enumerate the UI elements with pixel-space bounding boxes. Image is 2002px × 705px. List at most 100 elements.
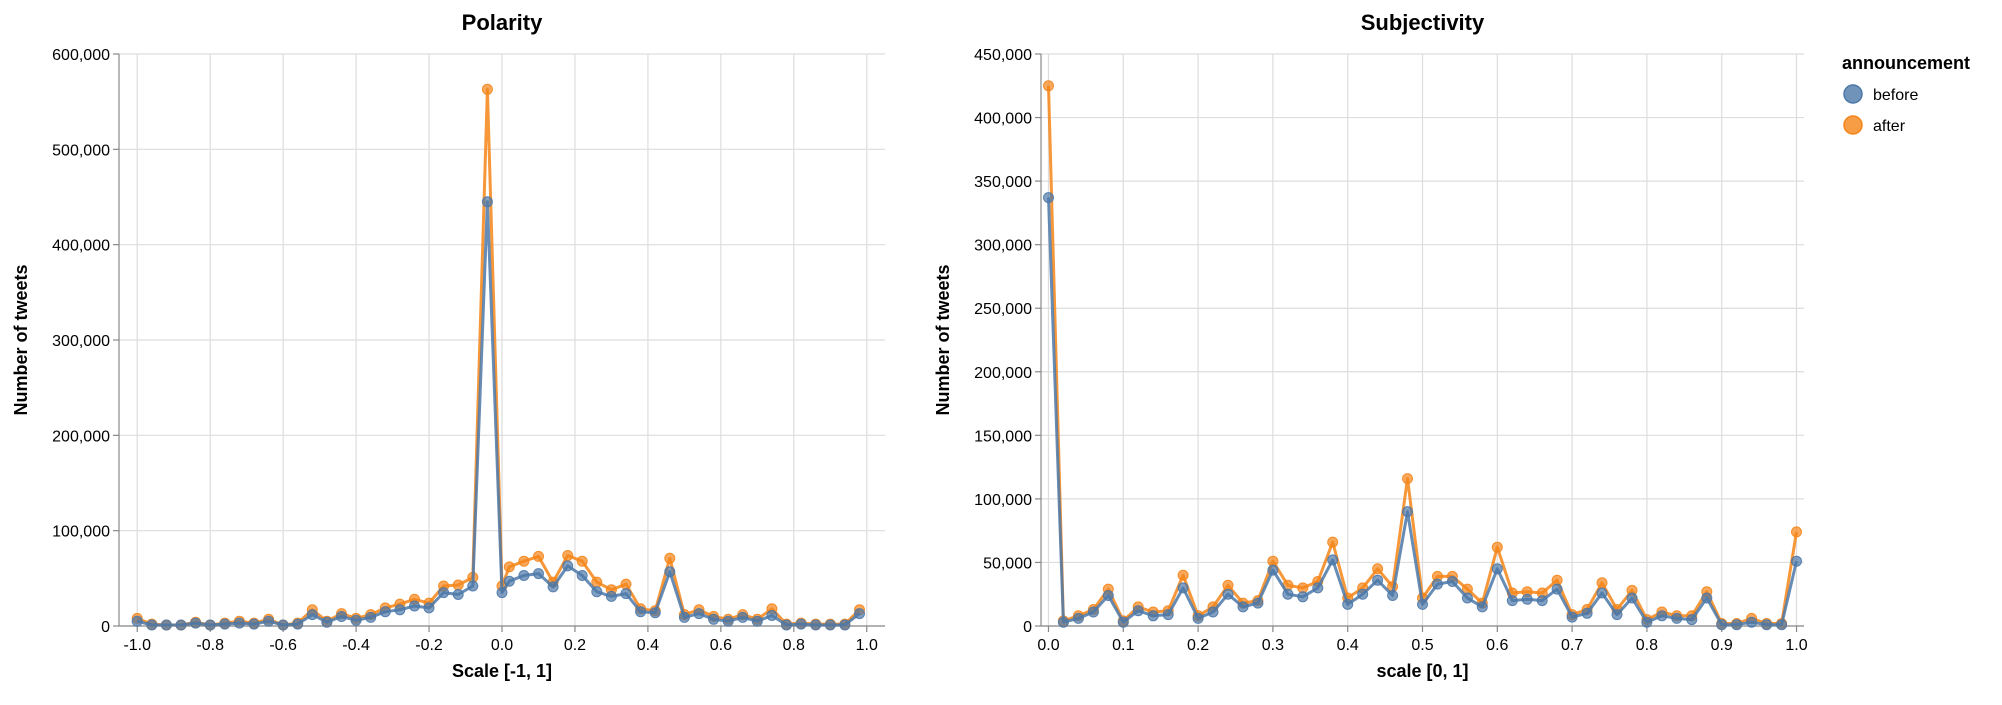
subjectivity-point-before-32 (1521, 593, 1533, 605)
polarity-x-tick-label-7: 0.4 (637, 637, 659, 654)
polarity-point-before-43 (751, 615, 763, 627)
polarity-point-before-20 (423, 602, 435, 614)
subjectivity-point-before-10 (1192, 612, 1204, 624)
subjectivity-point-before-23 (1387, 590, 1399, 601)
subjectivity-y-tick-label-7: 350,000 (974, 174, 1032, 191)
subjectivity-point-before-30 (1491, 563, 1503, 575)
polarity-point-after-37 (664, 552, 676, 564)
subjectivity-point-before-26 (1432, 578, 1443, 590)
subjectivity-point-before-34 (1551, 583, 1563, 595)
polarity-point-before-11 (292, 618, 304, 630)
polarity-x-tick-label-8: 0.6 (710, 637, 732, 654)
subjectivity-x-tick-label-10: 1.0 (1785, 637, 1807, 654)
subjectivity-y-tick-label-6: 300,000 (974, 238, 1032, 255)
polarity-point-before-42 (737, 611, 749, 623)
subjectivity-series-before (1043, 192, 1802, 631)
subjectivity-y-tick-label-0: 0 (1023, 619, 1032, 636)
polarity-point-before-8 (248, 618, 260, 630)
polarity-point-before-19 (409, 600, 420, 612)
subjectivity-point-before-0 (1043, 192, 1054, 204)
subjectivity-point-before-41 (1656, 610, 1668, 622)
subjectivity-point-after-37 (1596, 577, 1608, 589)
legend-swatch-after (1843, 115, 1863, 135)
subjectivity-point-before-24 (1402, 506, 1413, 518)
subjectivity-y-tick-label-4: 200,000 (974, 365, 1032, 382)
subjectivity-point-before-14 (1252, 597, 1264, 609)
polarity-point-before-29 (547, 581, 559, 593)
subjectivity-point-after-19 (1327, 536, 1339, 548)
subjectivity-grid (1041, 53, 1804, 627)
subjectivity-y-tick-label-1: 50,000 (983, 555, 1032, 572)
subjectivity-point-before-31 (1506, 595, 1518, 607)
polarity-point-before-39 (693, 608, 705, 620)
polarity-point-before-38 (678, 611, 690, 623)
subjectivity-point-before-43 (1686, 614, 1698, 626)
subjectivity-point-before-29 (1476, 601, 1488, 613)
polarity-point-before-24 (481, 196, 493, 208)
polarity-point-before-48 (824, 619, 836, 631)
subjectivity-y-tick-label-5: 250,000 (974, 301, 1032, 318)
polarity-point-before-2 (160, 619, 172, 631)
legend-label-before: before (1873, 87, 1918, 104)
polarity-point-before-46 (795, 618, 807, 630)
polarity-point-before-34 (620, 588, 632, 600)
subjectivity-point-before-48 (1761, 619, 1773, 631)
subjectivity-point-before-1 (1057, 616, 1069, 628)
subjectivity-x-tick-label-6: 0.6 (1486, 637, 1508, 654)
polarity-point-before-35 (635, 606, 647, 618)
polarity-point-after-34 (620, 578, 632, 590)
subjectivity-point-before-40 (1641, 616, 1653, 628)
subjectivity-y-tick-label-2: 100,000 (974, 492, 1032, 509)
subjectivity-y-tick-label-3: 150,000 (974, 428, 1032, 445)
subjectivity-x-tick-label-9: 0.9 (1711, 637, 1733, 654)
subjectivity-point-before-50 (1791, 555, 1802, 567)
subjectivity-x-tick-label-8: 0.8 (1636, 637, 1658, 654)
polarity-point-after-26 (503, 561, 515, 573)
polarity-point-after-30 (562, 550, 574, 561)
subjectivity-point-before-6 (1132, 605, 1144, 617)
subjectivity-y-tick-label-9: 450,000 (974, 47, 1032, 64)
legend-swatch-before (1843, 84, 1863, 104)
polarity-x-tick-label-3: -0.4 (342, 637, 370, 654)
polarity-point-before-30 (562, 560, 574, 572)
polarity-point-before-25 (496, 587, 508, 599)
polarity-point-before-33 (605, 590, 617, 602)
polarity-point-before-47 (810, 619, 822, 631)
polarity-point-before-50 (854, 608, 865, 620)
polarity-y-tick-label-4: 400,000 (52, 238, 110, 255)
polarity-panel: -1.0 -0.8 -0.6 -0.4 -0.2 0.0 0.2 0.4 0.6 0.8 1.0 0 1… (11, 10, 885, 681)
subjectivity-point-after-0 (1043, 80, 1054, 92)
polarity-point-before-7 (233, 617, 245, 629)
subjectivity-point-before-45 (1716, 619, 1728, 631)
polarity-point-before-17 (379, 606, 391, 618)
polarity-point-before-28 (533, 568, 544, 580)
polarity-point-after-28 (533, 550, 544, 562)
polarity-point-before-10 (277, 619, 289, 631)
subjectivity-point-after-22 (1372, 563, 1384, 575)
subjectivity-point-before-46 (1731, 619, 1743, 631)
subjectivity-point-before-22 (1372, 574, 1384, 586)
subjectivity-x-tick-label-5: 0.5 (1411, 637, 1433, 654)
polarity-point-before-14 (336, 611, 347, 622)
subjectivity-y-tick-label-8: 400,000 (974, 111, 1032, 128)
subjectivity-point-before-44 (1701, 592, 1713, 604)
polarity-point-before-18 (394, 604, 406, 616)
subjectivity-x-tick-label-4: 0.4 (1337, 637, 1359, 654)
subjectivity-x-tick-label-2: 0.2 (1187, 637, 1209, 654)
subjectivity-point-before-3 (1087, 606, 1099, 618)
subjectivity-x-tick-label-3: 0.3 (1262, 637, 1284, 654)
polarity-point-before-9 (263, 615, 275, 627)
polarity-point-before-49 (839, 619, 851, 631)
polarity-point-after-24 (481, 83, 493, 95)
subjectivity-point-before-15 (1267, 564, 1279, 576)
polarity-x-tick-label-5: 0.0 (491, 637, 513, 654)
polarity-point-after-31 (576, 555, 588, 567)
subjectivity-point-before-27 (1446, 576, 1458, 587)
polarity-point-before-3 (175, 619, 187, 631)
polarity-point-before-27 (518, 570, 530, 581)
subjectivity-point-before-33 (1536, 595, 1548, 607)
polarity-x-tick-label-0: -1.0 (123, 637, 151, 654)
polarity-point-before-13 (321, 616, 333, 628)
polarity-y-tick-label-6: 600,000 (52, 47, 110, 64)
subjectivity-x-axis-title: scale [0, 1] (1376, 661, 1468, 681)
